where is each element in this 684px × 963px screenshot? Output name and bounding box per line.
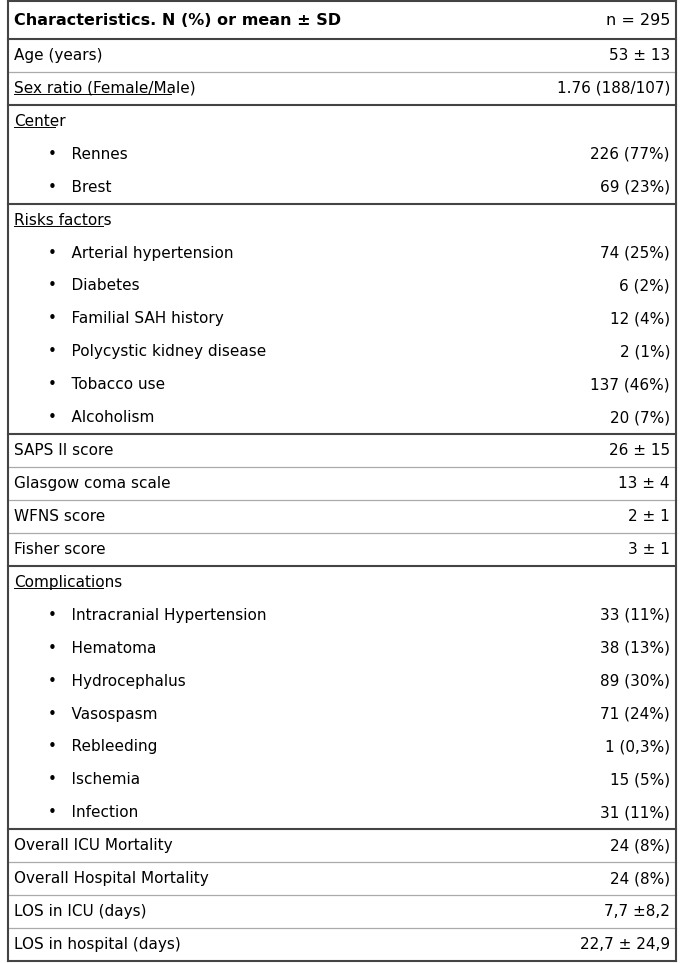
Text: 74 (25%): 74 (25%) xyxy=(601,246,670,261)
Text: n = 295: n = 295 xyxy=(605,13,670,28)
Text: 1.76 (188/107): 1.76 (188/107) xyxy=(557,81,670,96)
Text: Age (years): Age (years) xyxy=(14,48,103,63)
Text: 2 (1%): 2 (1%) xyxy=(620,345,670,359)
Text: Overall Hospital Mortality: Overall Hospital Mortality xyxy=(14,872,209,886)
Text: 20 (7%): 20 (7%) xyxy=(610,410,670,426)
Text: 1 (0,3%): 1 (0,3%) xyxy=(605,740,670,754)
Text: 31 (11%): 31 (11%) xyxy=(600,805,670,820)
Text: •   Ischemia: • Ischemia xyxy=(48,772,140,788)
Text: Sex ratio (Female/Male): Sex ratio (Female/Male) xyxy=(14,81,196,96)
Text: 89 (30%): 89 (30%) xyxy=(600,673,670,689)
Text: •   Hydrocephalus: • Hydrocephalus xyxy=(48,673,186,689)
Text: •   Hematoma: • Hematoma xyxy=(48,640,157,656)
Text: 22,7 ± 24,9: 22,7 ± 24,9 xyxy=(580,937,670,952)
Text: 3 ± 1: 3 ± 1 xyxy=(628,542,670,557)
Text: Complications: Complications xyxy=(14,575,122,589)
Text: 24 (8%): 24 (8%) xyxy=(610,838,670,853)
Text: 71 (24%): 71 (24%) xyxy=(601,707,670,721)
Text: Center: Center xyxy=(14,114,66,129)
Text: Characteristics. N (%) or mean ± SD: Characteristics. N (%) or mean ± SD xyxy=(14,13,341,28)
Text: 13 ± 4: 13 ± 4 xyxy=(618,476,670,491)
Text: •   Tobacco use: • Tobacco use xyxy=(48,377,165,392)
Text: •   Infection: • Infection xyxy=(48,805,138,820)
Text: LOS in hospital (days): LOS in hospital (days) xyxy=(14,937,181,952)
Text: SAPS II score: SAPS II score xyxy=(14,443,114,458)
Text: 24 (8%): 24 (8%) xyxy=(610,872,670,886)
Text: •   Brest: • Brest xyxy=(48,180,111,195)
Text: LOS in ICU (days): LOS in ICU (days) xyxy=(14,904,146,919)
Text: Fisher score: Fisher score xyxy=(14,542,105,557)
Text: 6 (2%): 6 (2%) xyxy=(620,278,670,294)
Text: 226 (77%): 226 (77%) xyxy=(590,146,670,162)
Text: 15 (5%): 15 (5%) xyxy=(610,772,670,788)
Text: 33 (11%): 33 (11%) xyxy=(600,608,670,623)
Text: •   Intracranial Hypertension: • Intracranial Hypertension xyxy=(48,608,267,623)
Text: Overall ICU Mortality: Overall ICU Mortality xyxy=(14,838,172,853)
Text: 137 (46%): 137 (46%) xyxy=(590,377,670,392)
Text: 2 ± 1: 2 ± 1 xyxy=(628,509,670,524)
Text: 12 (4%): 12 (4%) xyxy=(610,311,670,326)
Text: •   Alcoholism: • Alcoholism xyxy=(48,410,155,426)
Text: •   Diabetes: • Diabetes xyxy=(48,278,140,294)
Text: •   Rebleeding: • Rebleeding xyxy=(48,740,157,754)
Text: •   Rennes: • Rennes xyxy=(48,146,128,162)
Text: WFNS score: WFNS score xyxy=(14,509,105,524)
Text: Risks factors: Risks factors xyxy=(14,213,111,227)
Text: •   Arterial hypertension: • Arterial hypertension xyxy=(48,246,233,261)
Text: •   Familial SAH history: • Familial SAH history xyxy=(48,311,224,326)
Text: 7,7 ±8,2: 7,7 ±8,2 xyxy=(604,904,670,919)
Text: •   Polycystic kidney disease: • Polycystic kidney disease xyxy=(48,345,266,359)
Text: 53 ± 13: 53 ± 13 xyxy=(609,48,670,63)
Text: 38 (13%): 38 (13%) xyxy=(600,640,670,656)
Text: 69 (23%): 69 (23%) xyxy=(600,180,670,195)
Text: •   Vasospasm: • Vasospasm xyxy=(48,707,157,721)
Text: 26 ± 15: 26 ± 15 xyxy=(609,443,670,458)
Text: Glasgow coma scale: Glasgow coma scale xyxy=(14,476,170,491)
